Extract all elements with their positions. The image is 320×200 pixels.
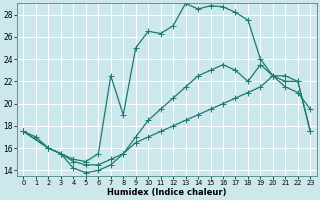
X-axis label: Humidex (Indice chaleur): Humidex (Indice chaleur) [107, 188, 227, 197]
